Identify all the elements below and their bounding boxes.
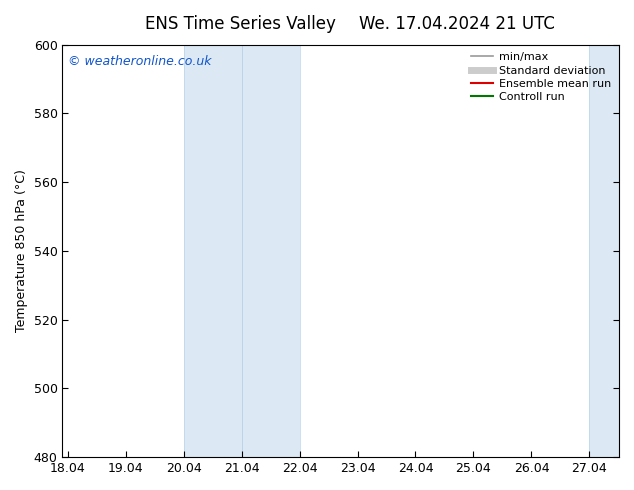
Text: © weatheronline.co.uk: © weatheronline.co.uk <box>68 55 212 68</box>
Bar <box>184 45 242 457</box>
Bar <box>590 45 619 457</box>
Legend: min/max, Standard deviation, Ensemble mean run, Controll run: min/max, Standard deviation, Ensemble me… <box>467 48 616 107</box>
Text: We. 17.04.2024 21 UTC: We. 17.04.2024 21 UTC <box>359 15 554 33</box>
Y-axis label: Temperature 850 hPa (°C): Temperature 850 hPa (°C) <box>15 170 28 332</box>
Bar <box>242 45 299 457</box>
Text: ENS Time Series Valley: ENS Time Series Valley <box>145 15 337 33</box>
